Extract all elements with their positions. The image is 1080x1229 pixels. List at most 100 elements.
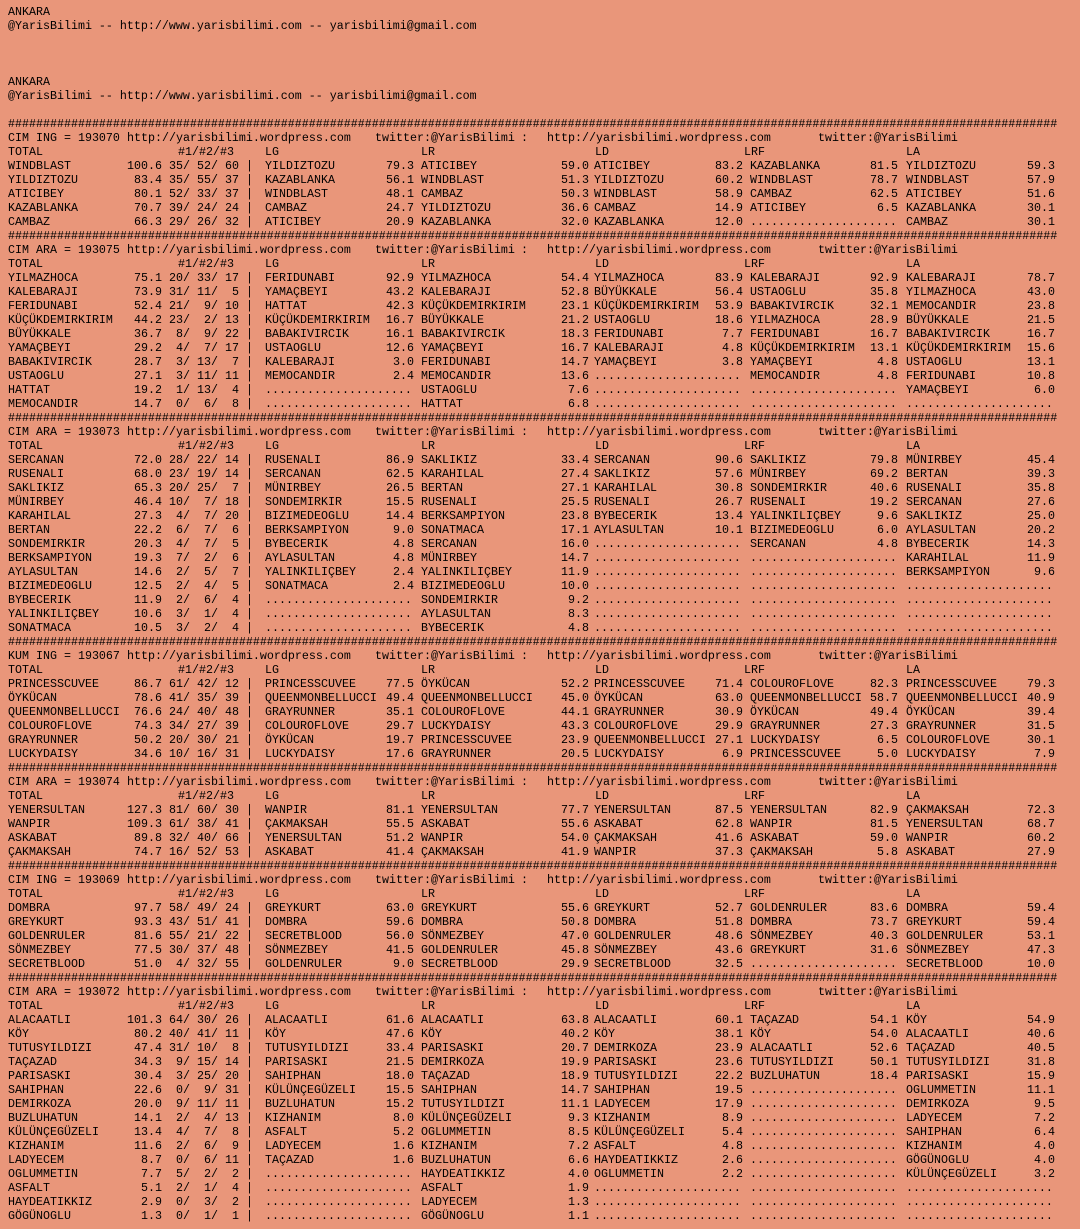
lr-horse-name: SONDEMIRKIR — [421, 593, 498, 607]
ld-score: 43.6 — [715, 943, 743, 957]
lr-score: 1.9 — [568, 1181, 589, 1195]
table-row: KALEBARAJI 73.9 31/ 11/ 5 | YAMAÇBEYI 43.2 KAL… — [0, 285, 1080, 299]
la-score: 9.6 — [1034, 565, 1055, 579]
intro-contact: @YarisBilimi -- http://www.yarisbilimi.c… — [8, 19, 477, 33]
lr-score: 55.6 — [561, 817, 589, 831]
ld-score: 18.6 — [715, 313, 743, 327]
lr-horse-name: KARAHILAL — [421, 467, 484, 481]
lr-score: 1.1 — [568, 1209, 589, 1223]
lr-score: 23.9 — [561, 733, 589, 747]
column-header-ld: LD — [595, 999, 609, 1013]
la-score: 15.9 — [1027, 1069, 1055, 1083]
lrf-horse-name: ALACAATLI — [750, 1041, 813, 1055]
site-url: http://yarisbilimi.wordpress.com — [127, 775, 351, 789]
lr-score: 7.2 — [568, 1139, 589, 1153]
column-divider: | — [246, 285, 253, 299]
column-divider: | — [246, 383, 253, 397]
lrf-horse-name: CAMBAZ — [750, 187, 792, 201]
race-label: CIM ARA = 193075 — [8, 243, 120, 257]
twitter-handle: twitter:@YarisBilimi — [818, 985, 958, 999]
rank-counts: 3/ 13/ 7 — [169, 355, 239, 369]
la-score: 53.1 — [1027, 929, 1055, 943]
ld-score: 30.8 — [715, 481, 743, 495]
race-header: CIM ING = 193069 http://yarisbilimi.wordp… — [0, 873, 1080, 887]
lr-score: 10.0 — [561, 579, 589, 593]
column-header-lg: LG — [265, 439, 279, 453]
total-score: 11.6 — [134, 1139, 162, 1153]
lrf-empty-filler: ..................... — [750, 1153, 897, 1167]
lg-horse-name: ASKABAT — [265, 845, 314, 859]
horse-name: PARISASKI — [8, 1069, 71, 1083]
column-header-ld: LD — [595, 145, 609, 159]
lr-score: 54.0 — [561, 831, 589, 845]
lrf-empty-filler: ..................... — [750, 383, 897, 397]
lr-horse-name: DOMBRA — [421, 915, 463, 929]
la-horse-name: USTAOGLU — [906, 355, 962, 369]
horse-name: KÖY — [8, 1027, 29, 1041]
ld-score: 23.9 — [715, 1041, 743, 1055]
ld-horse-name: KAZABLANKA — [594, 215, 664, 229]
ld-horse-name: WINDBLAST — [594, 187, 657, 201]
la-horse-name: YILMAZHOCA — [906, 285, 976, 299]
rank-counts: 34/ 27/ 39 — [169, 719, 239, 733]
lrf-horse-name: TUTUSYILDIZI — [750, 1055, 834, 1069]
lr-score: 50.3 — [561, 187, 589, 201]
lr-horse-name: SAKLIKIZ — [421, 453, 477, 467]
lg-score: 92.9 — [386, 271, 414, 285]
lr-score: 18.9 — [561, 1069, 589, 1083]
rank-counts: 21/ 9/ 10 — [169, 299, 239, 313]
lg-score: 56.0 — [386, 929, 414, 943]
race-label: CIM ING = 193070 — [8, 131, 120, 145]
lg-horse-name: SÖNMEZBEY — [265, 943, 328, 957]
ld-horse-name: YILMAZHOCA — [594, 271, 664, 285]
la-score: 10.8 — [1027, 369, 1055, 383]
rank-counts: 2/ 6/ 4 — [169, 593, 239, 607]
site-url: http://yarisbilimi.wordpress.com — [127, 425, 351, 439]
la-horse-name: SÖNMEZBEY — [906, 943, 969, 957]
la-score: 21.5 — [1027, 313, 1055, 327]
lrf-horse-name: GREYKURT — [750, 943, 806, 957]
lr-horse-name: GREYKURT — [421, 901, 477, 915]
race-header: CIM ARA = 193074 http://yarisbilimi.wordp… — [0, 775, 1080, 789]
column-divider: | — [246, 313, 253, 327]
table-row: HAYDEATIKKIZ 2.9 0/ 3/ 2 |................… — [0, 1195, 1080, 1209]
rank-counts: 20/ 25/ 7 — [169, 481, 239, 495]
la-horse-name: DEMIRKOZA — [906, 1097, 969, 1111]
separator: ########################################… — [8, 635, 1058, 649]
column-divider: | — [246, 1055, 253, 1069]
lrf-horse-name: SAKLIKIZ — [750, 453, 806, 467]
la-score: 13.1 — [1027, 355, 1055, 369]
ld-horse-name: YILDIZTOZU — [594, 173, 664, 187]
column-header-lr: LR — [421, 663, 435, 677]
site-url: http://yarisbilimi.wordpress.com — [547, 649, 771, 663]
lr-horse-name: PARISASKI — [421, 1041, 484, 1055]
lrf-score: 40.6 — [870, 481, 898, 495]
table-row: SAKLIKIZ 65.3 20/ 25/ 7 | MÜNIRBEY 26.5 BERTAN… — [0, 481, 1080, 495]
table-row: YENERSULTAN 127.3 81/ 60/ 30 | WANPIR 81.1 YEN… — [0, 803, 1080, 817]
lrf-horse-name: ASKABAT — [750, 831, 799, 845]
table-row: MEMOCANDIR 14.7 0/ 6/ 8 |.................… — [0, 397, 1080, 411]
la-horse-name: FERIDUNABI — [906, 369, 976, 383]
column-divider: | — [246, 327, 253, 341]
column-divider: | — [246, 159, 253, 173]
column-divider: | — [246, 369, 253, 383]
race-header: KUM ING = 193067 http://yarisbilimi.wordp… — [0, 649, 1080, 663]
lr-score: 27.4 — [561, 467, 589, 481]
lrf-score: 5.0 — [877, 747, 898, 761]
ld-score: 30.9 — [715, 705, 743, 719]
column-header-row: TOTAL #1/#2/#3 LG LR LD LRF LA — [0, 145, 1080, 159]
ld-score: 38.1 — [715, 1027, 743, 1041]
lr-horse-name: ASFALT — [421, 1181, 463, 1195]
column-divider: | — [246, 201, 253, 215]
rank-counts: 4/ 7/ 20 — [169, 509, 239, 523]
separator-line: ########################################… — [0, 761, 1080, 775]
column-divider: | — [246, 1209, 253, 1223]
table-row: AYLASULTAN 14.6 2/ 5/ 7 | YALINKILIÇBEY 2.4 Y… — [0, 565, 1080, 579]
lrf-horse-name: SÖNMEZBEY — [750, 929, 813, 943]
table-row: COLOUROFLOVE 74.3 34/ 27/ 39 | COLOUROFLOVE 2… — [0, 719, 1080, 733]
la-score: 35.8 — [1027, 481, 1055, 495]
column-divider: | — [246, 565, 253, 579]
la-horse-name: CAMBAZ — [906, 215, 948, 229]
table-row: PARISASKI 30.4 3/ 25/ 20 | SAHIPHAN 18.0 TAÇA… — [0, 1069, 1080, 1083]
ld-score: 63.0 — [715, 691, 743, 705]
